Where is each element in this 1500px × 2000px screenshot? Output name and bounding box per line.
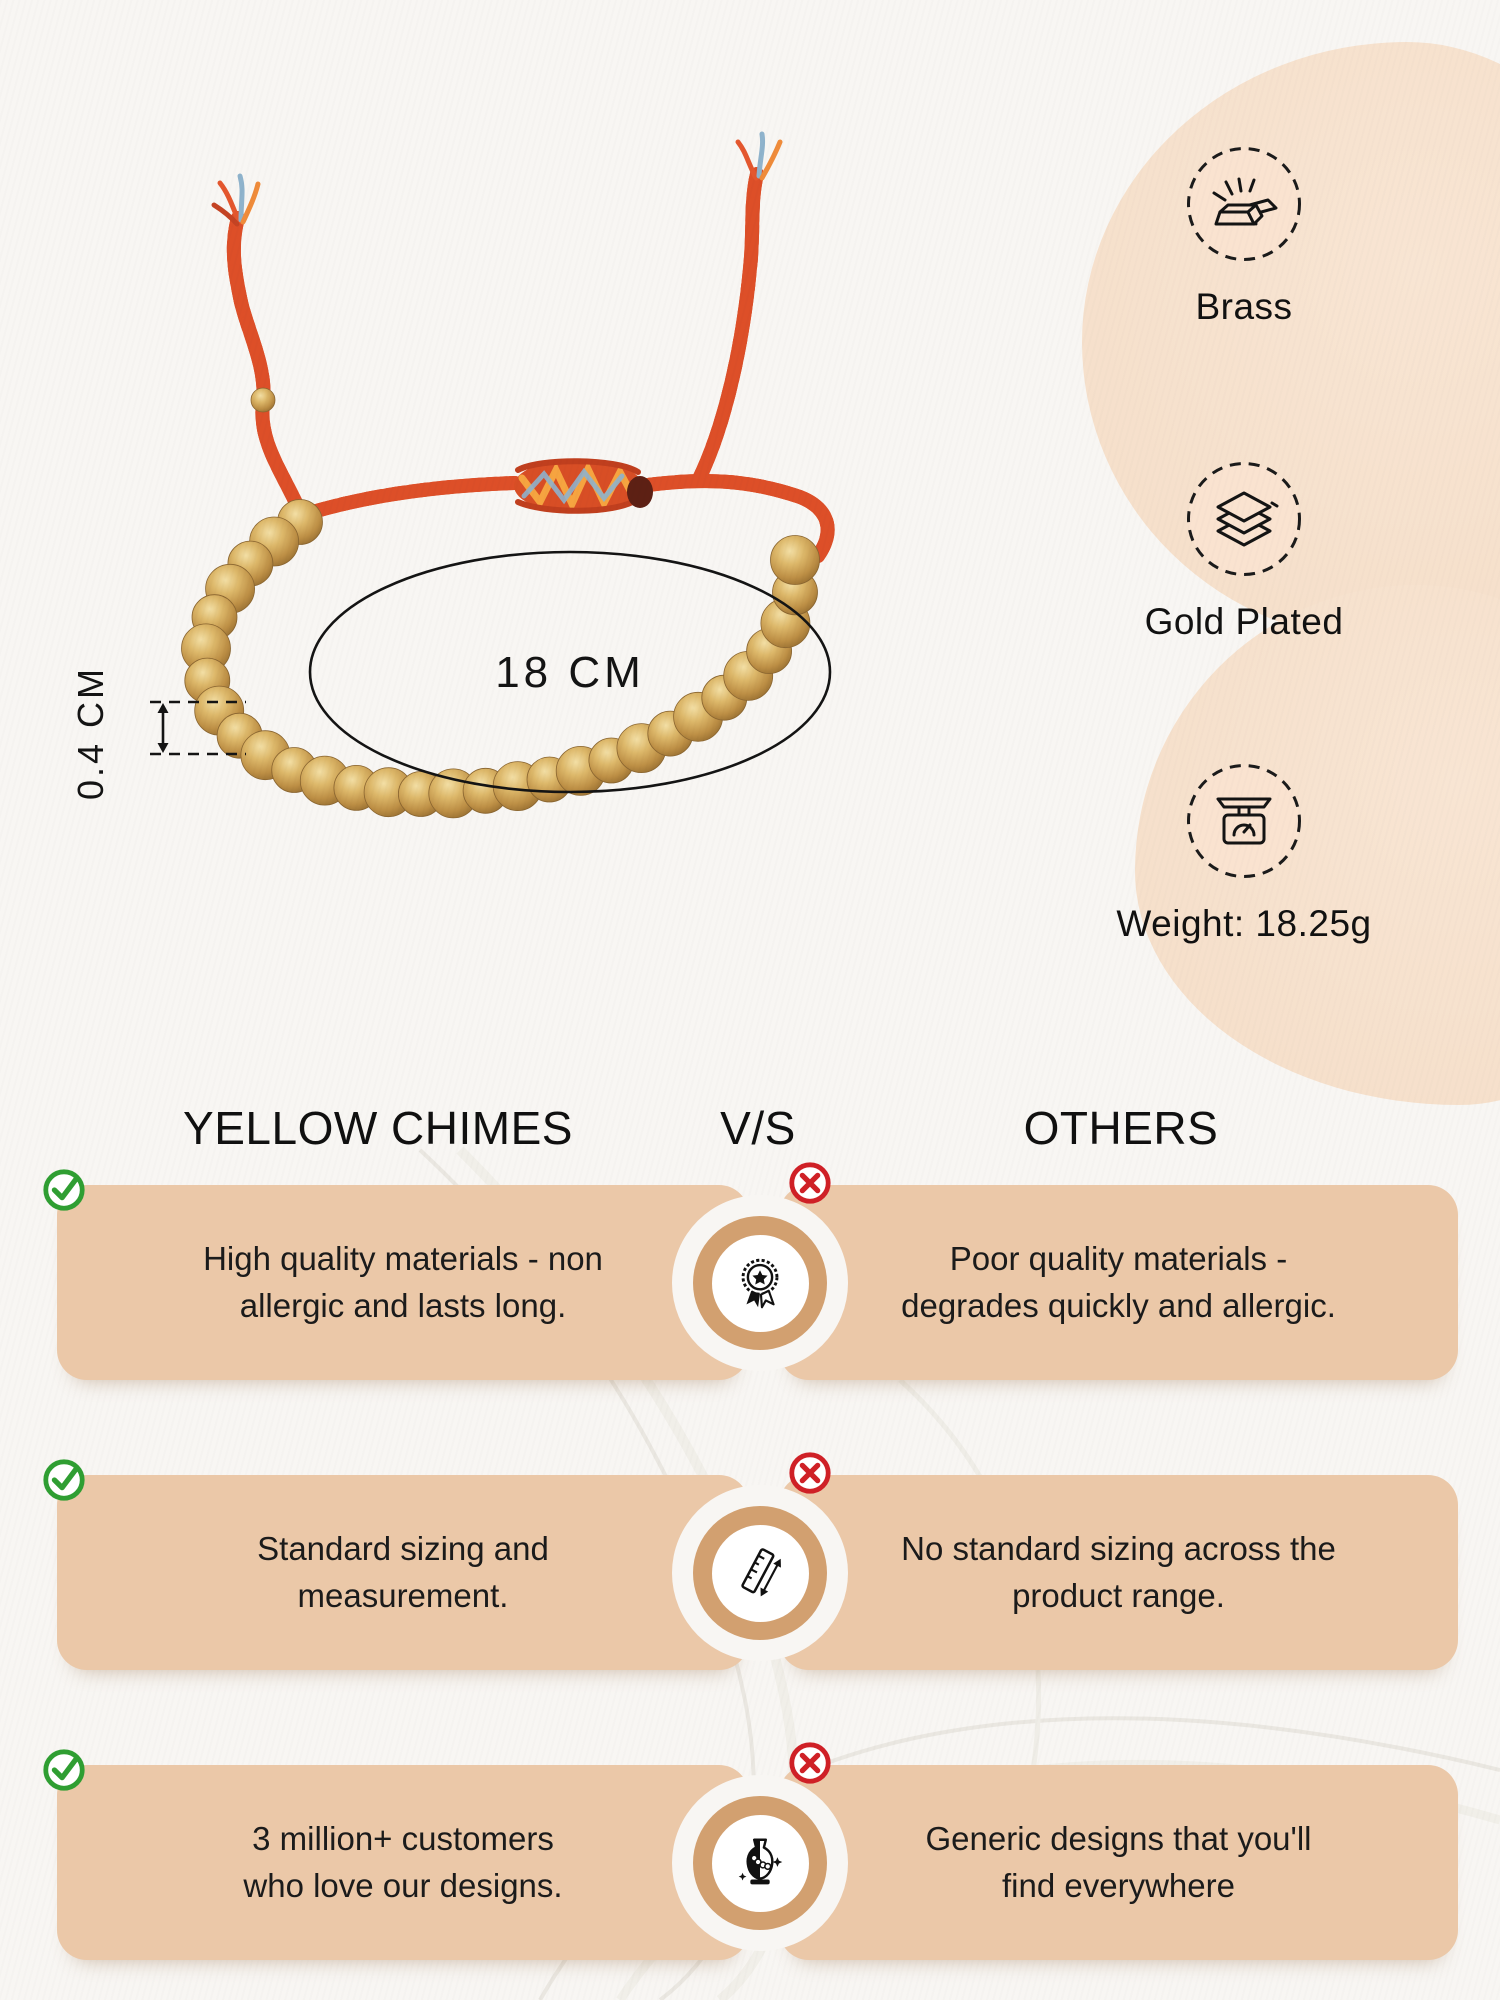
gold-bars-icon bbox=[1187, 147, 1301, 261]
comparison-row-designs: 3 million+ customers who love our design… bbox=[0, 1742, 1500, 1960]
brand-card-text: High quality materials - non allergic an… bbox=[203, 1239, 603, 1324]
row-icon-ring bbox=[693, 1216, 827, 1350]
others-header: OTHERS bbox=[1023, 1102, 1219, 1154]
others-card-text: Generic designs that you'll find everywh… bbox=[925, 1819, 1312, 1904]
spec-weight-label: Weight: 18.25g bbox=[1116, 903, 1372, 944]
others-card: Poor quality materials - degrades quickl… bbox=[779, 1185, 1458, 1380]
cord-bead bbox=[250, 387, 276, 413]
weighing-scale-icon bbox=[1187, 764, 1301, 878]
cord-knot bbox=[514, 458, 653, 514]
others-card: Generic designs that you'll find everywh… bbox=[779, 1765, 1458, 1960]
check-icon bbox=[43, 1169, 85, 1211]
layers-icon bbox=[1187, 462, 1301, 576]
brand-card: 3 million+ customers who love our design… bbox=[57, 1765, 749, 1960]
spec-weight: Weight: 18.25g bbox=[1114, 761, 1374, 945]
spec-material-label: Brass bbox=[1195, 286, 1293, 327]
others-card: No standard sizing across the product ra… bbox=[779, 1475, 1458, 1670]
spec-material: Brass bbox=[1114, 144, 1374, 328]
spec-plating-label: Gold Plated bbox=[1144, 601, 1344, 642]
cross-icon bbox=[789, 1162, 831, 1204]
brand-card: Standard sizing and measurement. bbox=[57, 1475, 749, 1670]
versus-label: V/S bbox=[720, 1102, 796, 1154]
design-icon bbox=[738, 1838, 783, 1885]
cross-icon bbox=[789, 1742, 831, 1784]
spec-plating: Gold Plated bbox=[1114, 459, 1374, 643]
cross-icon bbox=[789, 1452, 831, 1494]
others-card-text: Poor quality materials - degrades quickl… bbox=[901, 1239, 1336, 1324]
circumference-label: 18 CM bbox=[495, 648, 645, 697]
bracelet-product-image: 18 CM 0.4 CM bbox=[70, 131, 930, 819]
brand-card-text: Standard sizing and measurement. bbox=[257, 1529, 549, 1614]
brand-card-text: 3 million+ customers who love our design… bbox=[243, 1819, 563, 1904]
dimension-annotations: 18 CM 0.4 CM bbox=[70, 550, 832, 800]
check-icon bbox=[43, 1459, 85, 1501]
brand-header: YELLOW CHIMES bbox=[183, 1102, 573, 1154]
comparison-row-quality: High quality materials - non allergic an… bbox=[0, 1162, 1500, 1380]
brand-card: High quality materials - non allergic an… bbox=[57, 1185, 749, 1380]
cord-tassels bbox=[211, 131, 783, 227]
ruler-icon bbox=[741, 1548, 781, 1597]
row-icon-ring bbox=[693, 1506, 827, 1640]
medal-icon bbox=[741, 1258, 779, 1309]
gold-bead-ring bbox=[181, 499, 820, 819]
bead-size-label: 0.4 CM bbox=[70, 666, 111, 800]
row-icon-ring bbox=[693, 1796, 827, 1930]
comparison-row-sizing: Standard sizing and measurement. No stan… bbox=[0, 1452, 1500, 1670]
braided-cord bbox=[234, 167, 828, 563]
others-card-text: No standard sizing across the product ra… bbox=[901, 1529, 1336, 1614]
check-icon bbox=[43, 1749, 85, 1791]
